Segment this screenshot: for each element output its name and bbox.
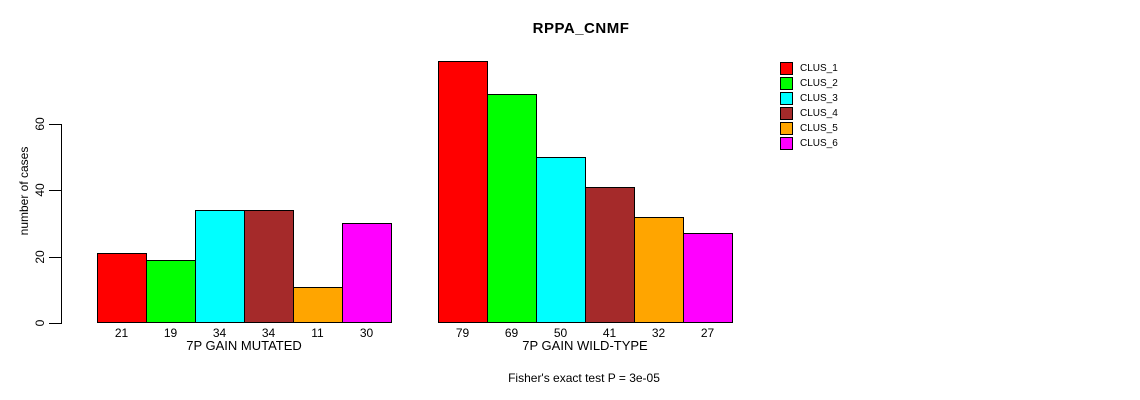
bar-value-label: 69 [504,326,519,340]
bar-value-label: 79 [455,326,470,340]
y-axis-tick-label: 0 [33,319,47,327]
bar-value-label: 11 [311,326,324,340]
bar-clus_4 [585,187,635,323]
bar-clus_5 [634,217,684,323]
bar-clus_2 [487,94,537,323]
bar-clus_1 [97,253,147,323]
legend-label: CLUS_1 [800,63,838,74]
legend: CLUS_1 CLUS_2 CLUS_3 CLUS_4 CLUS_5 CLUS_6 [780,61,838,151]
x-group-label-mutated: 7P GAIN MUTATED [186,338,302,353]
legend-item: CLUS_5 [780,121,838,136]
bar-clus_5 [293,287,343,323]
bar-value-label: 30 [359,326,374,340]
legend-swatch-icon [780,62,793,75]
legend-label: CLUS_3 [800,93,838,104]
fisher-test-annotation: Fisher's exact test P = 3e-05 [508,371,660,385]
bar-clus_3 [536,157,586,323]
bar-clus_3 [195,210,245,323]
legend-swatch-icon [780,137,793,150]
y-axis-tick [49,190,61,192]
legend-label: CLUS_5 [800,123,838,134]
legend-label: CLUS_2 [800,78,838,89]
bar-clus_1 [438,61,488,323]
legend-swatch-icon [780,77,793,90]
bar-value-label: 34 [212,326,227,340]
bar-clus_2 [146,260,196,323]
legend-swatch-icon [780,92,793,105]
bar-clus_6 [342,223,392,323]
y-axis-tick-label: 40 [33,183,47,198]
bar-value-label: 19 [163,326,178,340]
bar-clus_4 [244,210,294,323]
bar-clus_6 [683,233,733,323]
y-axis-tick-label: 20 [33,249,47,264]
legend-item: CLUS_1 [780,61,838,76]
y-axis-tick [49,323,61,324]
y-axis-line [61,124,62,324]
x-group-label-wild-type: 7P GAIN WILD-TYPE [522,338,648,353]
legend-label: CLUS_4 [800,108,838,119]
legend-item: CLUS_4 [780,106,838,121]
y-axis-tick [49,256,61,258]
bar-value-label: 41 [602,326,617,340]
legend-label: CLUS_6 [800,138,838,149]
y-axis-tick-label: 60 [33,117,47,131]
bar-value-label: 50 [553,326,568,340]
bar-value-label: 21 [114,326,129,340]
chart-title: RPPA_CNMF [532,20,630,37]
legend-swatch-icon [780,122,793,135]
legend-item: CLUS_6 [780,136,838,151]
legend-item: CLUS_2 [780,76,838,91]
y-axis-tick [49,124,61,125]
legend-item: CLUS_3 [780,91,838,106]
bar-value-label: 27 [700,326,715,340]
bar-value-label: 32 [651,326,666,340]
y-axis-label: number of cases [17,146,31,236]
legend-swatch-icon [780,107,793,120]
bar-value-label: 34 [261,326,276,340]
